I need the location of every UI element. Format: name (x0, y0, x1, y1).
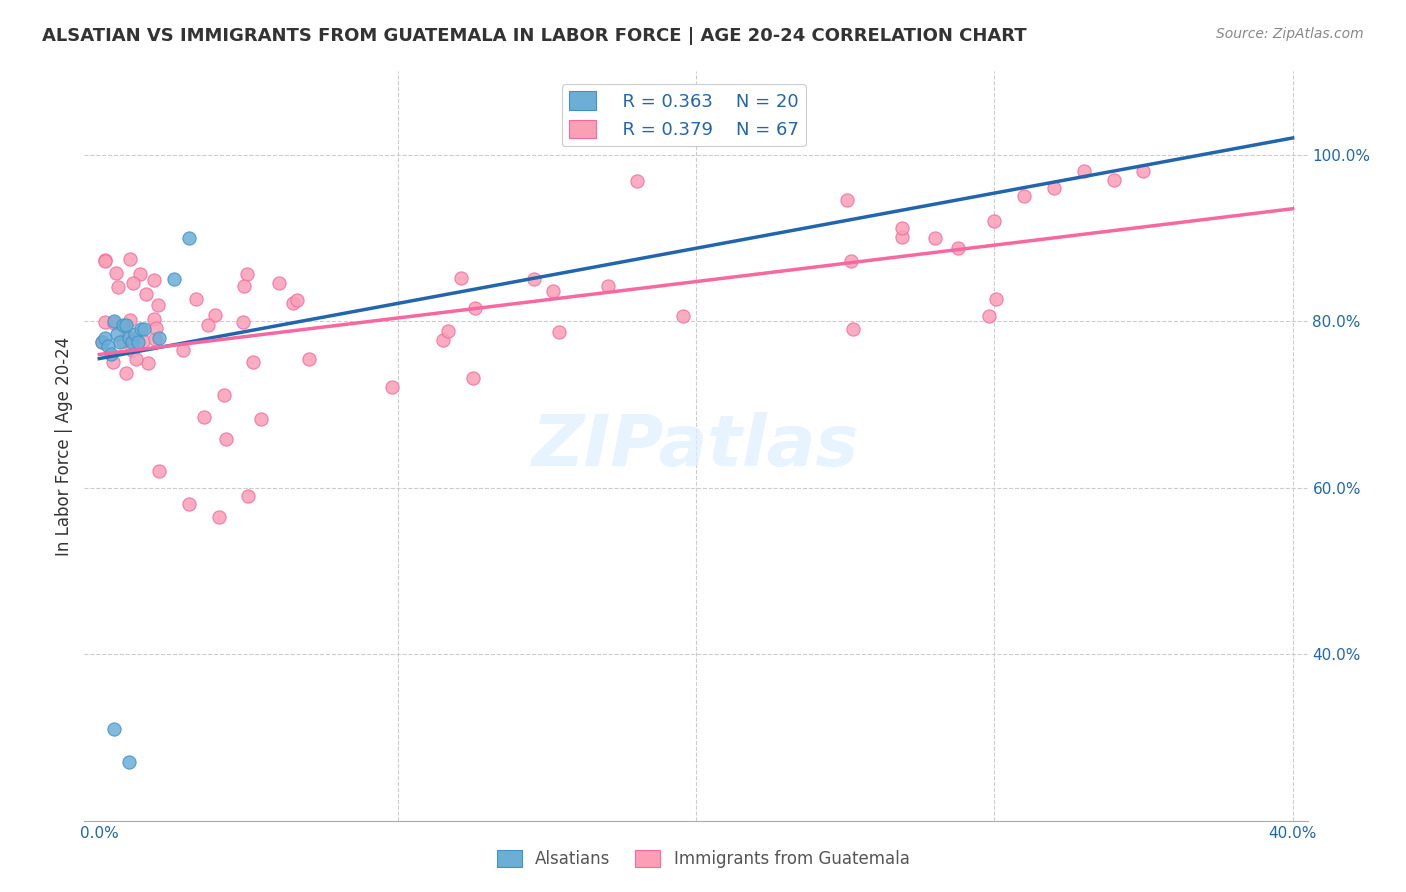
Point (135, 287, 157, 301)
Point (118, 756, 141, 770)
Point (283, 296, 305, 310)
Point (148, 464, 170, 478)
Point (890, 229, 912, 244)
Point (238, 489, 260, 503)
Legend: Alsatians, Immigrants from Guatemala: Alsatians, Immigrants from Guatemala (489, 843, 917, 875)
Text: ZIPatlas: ZIPatlas (533, 411, 859, 481)
Point (125, 351, 148, 366)
Point (132, 334, 155, 348)
Text: Source: ZipAtlas.com: Source: ZipAtlas.com (1216, 27, 1364, 41)
Point (103, 355, 125, 369)
Point (172, 343, 194, 358)
Point (464, 301, 486, 315)
Point (672, 310, 695, 324)
Point (1102, 172, 1125, 186)
Point (100, 347, 122, 361)
Point (103, 314, 125, 328)
Point (924, 231, 946, 245)
Point (984, 293, 1007, 307)
Point (177, 231, 200, 245)
Point (118, 313, 141, 327)
Point (94, 331, 117, 345)
Point (184, 293, 207, 307)
Point (983, 214, 1005, 228)
Point (163, 272, 186, 286)
Point (285, 293, 308, 307)
Point (891, 221, 914, 235)
Point (236, 267, 259, 281)
Point (1043, 181, 1066, 195)
Point (214, 388, 236, 402)
Point (1012, 189, 1035, 203)
Point (121, 276, 143, 290)
Point (111, 334, 134, 348)
Point (177, 497, 200, 511)
Point (94, 253, 117, 268)
Point (598, 279, 620, 293)
Point (148, 331, 170, 345)
Point (250, 412, 273, 426)
Point (207, 509, 229, 524)
Point (381, 380, 404, 394)
Y-axis label: In Labor Force | Age 20-24: In Labor Force | Age 20-24 (55, 336, 73, 556)
Point (143, 332, 166, 346)
Point (115, 329, 138, 343)
Point (136, 356, 159, 370)
Point (979, 309, 1001, 323)
Point (146, 298, 169, 312)
Point (197, 318, 219, 333)
Text: ALSATIAN VS IMMIGRANTS FROM GUATEMALA IN LABOR FORCE | AGE 20-24 CORRELATION CHA: ALSATIAN VS IMMIGRANTS FROM GUATEMALA IN… (42, 27, 1026, 45)
Point (91, 334, 114, 349)
Point (105, 267, 128, 281)
Point (105, 326, 128, 341)
Point (1132, 164, 1154, 178)
Point (118, 252, 141, 266)
Point (91, 334, 114, 349)
Point (127, 334, 149, 349)
Point (541, 284, 564, 298)
Point (121, 343, 143, 357)
Point (142, 273, 165, 287)
Point (204, 308, 226, 322)
Point (841, 321, 863, 335)
Point (461, 371, 484, 385)
Point (626, 174, 648, 188)
Point (118, 331, 141, 345)
Point (129, 268, 152, 282)
Point (145, 320, 167, 334)
Point (115, 366, 138, 380)
Point (432, 333, 454, 347)
Point (946, 241, 969, 255)
Point (103, 722, 125, 736)
Point (142, 311, 165, 326)
Point (233, 278, 256, 293)
Point (112, 318, 135, 333)
Point (548, 325, 571, 339)
Point (835, 193, 858, 207)
Point (232, 315, 254, 329)
Point (267, 277, 290, 291)
Point (242, 354, 264, 368)
Point (124, 326, 146, 341)
Point (437, 324, 460, 338)
Point (108, 334, 131, 349)
Point (523, 272, 546, 286)
Point (94, 254, 117, 268)
Point (129, 322, 152, 336)
Legend:   R = 0.363    N = 20,   R = 0.379    N = 67: R = 0.363 N = 20, R = 0.379 N = 67 (562, 84, 806, 146)
Point (298, 351, 321, 366)
Point (121, 334, 143, 349)
Point (193, 409, 215, 424)
Point (103, 317, 125, 331)
Point (107, 279, 129, 293)
Point (97, 339, 120, 353)
Point (1073, 164, 1095, 178)
Point (132, 322, 155, 336)
Point (839, 253, 862, 268)
Point (93, 315, 115, 329)
Point (115, 318, 138, 333)
Point (214, 432, 236, 446)
Point (450, 271, 472, 285)
